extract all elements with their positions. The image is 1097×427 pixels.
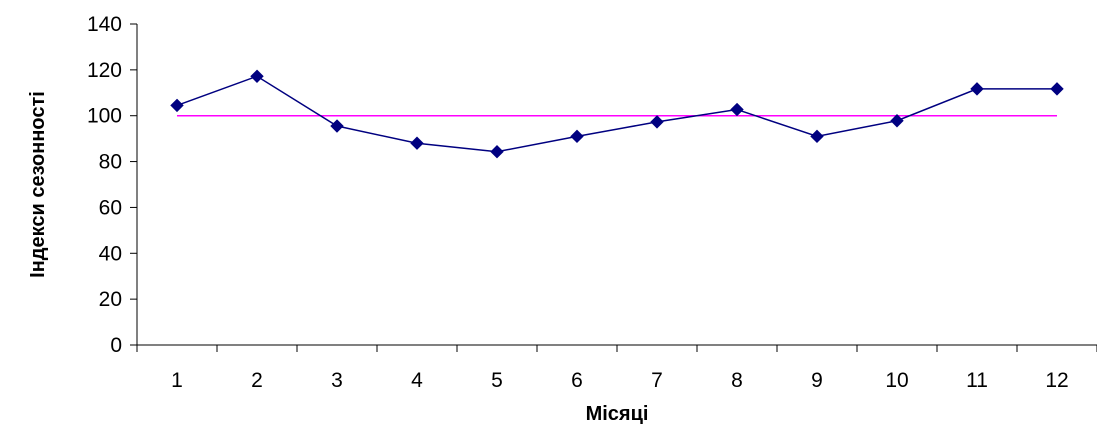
y-tick-label: 140 <box>87 13 122 36</box>
x-tick-label: 8 <box>731 369 743 392</box>
y-tick-label: 120 <box>87 59 122 82</box>
x-axis-title: Місяці <box>586 403 649 425</box>
x-tick-label: 9 <box>811 369 823 392</box>
y-axis-title: Індекси сезонності <box>27 91 49 278</box>
x-tick-label: 10 <box>885 369 908 392</box>
data-point-marker <box>170 98 184 113</box>
seasonality-index-line <box>176 75 1057 153</box>
data-point-marker <box>570 129 584 144</box>
data-point-marker <box>890 114 904 128</box>
x-tick-label: 12 <box>1045 369 1068 392</box>
y-tick-label: 20 <box>99 288 122 311</box>
y-tick-label: 100 <box>87 105 122 128</box>
data-point-marker <box>970 82 984 96</box>
data-point-marker <box>810 129 824 144</box>
x-tick-label: 3 <box>331 369 343 392</box>
data-point-marker <box>1050 82 1064 96</box>
data-point-marker <box>490 145 504 159</box>
x-tick-label: 1 <box>171 369 183 392</box>
x-tick-label: 6 <box>571 369 583 392</box>
y-axis-ticks: 0 20 40 60 80 100 120 140 <box>87 13 137 357</box>
x-tick-label: 2 <box>251 369 263 392</box>
data-point-marker <box>250 69 264 83</box>
x-axis-ticks: 1 2 3 4 5 6 7 8 9 10 11 12 <box>136 345 1097 392</box>
y-tick-label: 60 <box>99 196 122 219</box>
data-point-marker <box>730 102 744 117</box>
data-point-marker <box>410 136 424 150</box>
x-tick-label: 5 <box>491 369 503 392</box>
data-point-marker <box>330 119 344 133</box>
x-tick-label: 11 <box>966 369 988 392</box>
y-tick-label: 0 <box>110 334 122 357</box>
data-point-marker <box>650 115 664 129</box>
y-tick-label: 80 <box>99 151 122 174</box>
x-tick-label: 4 <box>411 369 423 392</box>
x-tick-label: 7 <box>651 369 663 392</box>
series-layer <box>170 69 1064 159</box>
y-tick-label: 40 <box>99 242 122 265</box>
